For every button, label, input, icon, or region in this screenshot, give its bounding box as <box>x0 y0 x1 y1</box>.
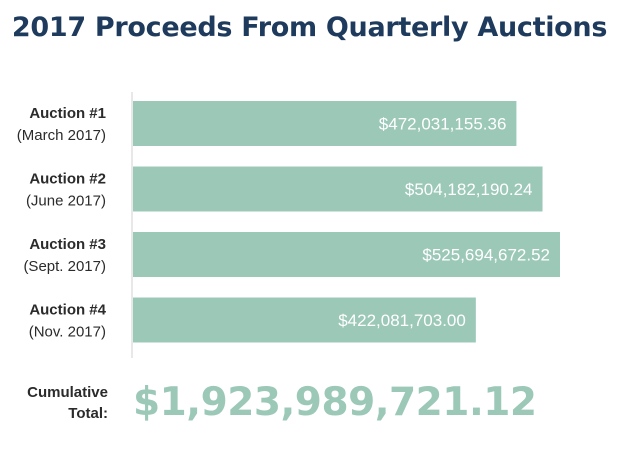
bar-value-label-4: $422,081,703.00 <box>338 311 466 330</box>
bar-value-label-1: $472,031,155.36 <box>379 115 507 134</box>
category-label-3: Auction #3 <box>29 236 106 253</box>
category-date-3: (Sept. 2017) <box>23 258 106 275</box>
category-label-4: Auction #4 <box>29 302 106 319</box>
bar-auction-4 <box>133 297 476 343</box>
bar-auction-1 <box>133 101 517 146</box>
bar-value-label-2: $504,182,190.24 <box>405 180 533 199</box>
category-date-2: (June 2017) <box>26 193 106 210</box>
category-label-2: Auction #2 <box>29 171 106 188</box>
category-date-1: (March 2017) <box>17 127 106 144</box>
bar-auction-3 <box>133 232 560 277</box>
bar-value-label-3: $525,694,672.52 <box>422 246 550 265</box>
chart-title: 2017 Proceeds From Quarterly Auctions <box>11 12 608 43</box>
category-label-1: Auction #1 <box>29 105 106 122</box>
bar-auction-2 <box>133 166 543 212</box>
cumulative-total-label-line1: Cumulative <box>27 384 108 401</box>
category-date-4: (Nov. 2017) <box>29 324 106 341</box>
cumulative-total-value: $1,923,989,721.12 <box>133 380 537 425</box>
cumulative-total-label-line2: Total: <box>68 405 108 422</box>
